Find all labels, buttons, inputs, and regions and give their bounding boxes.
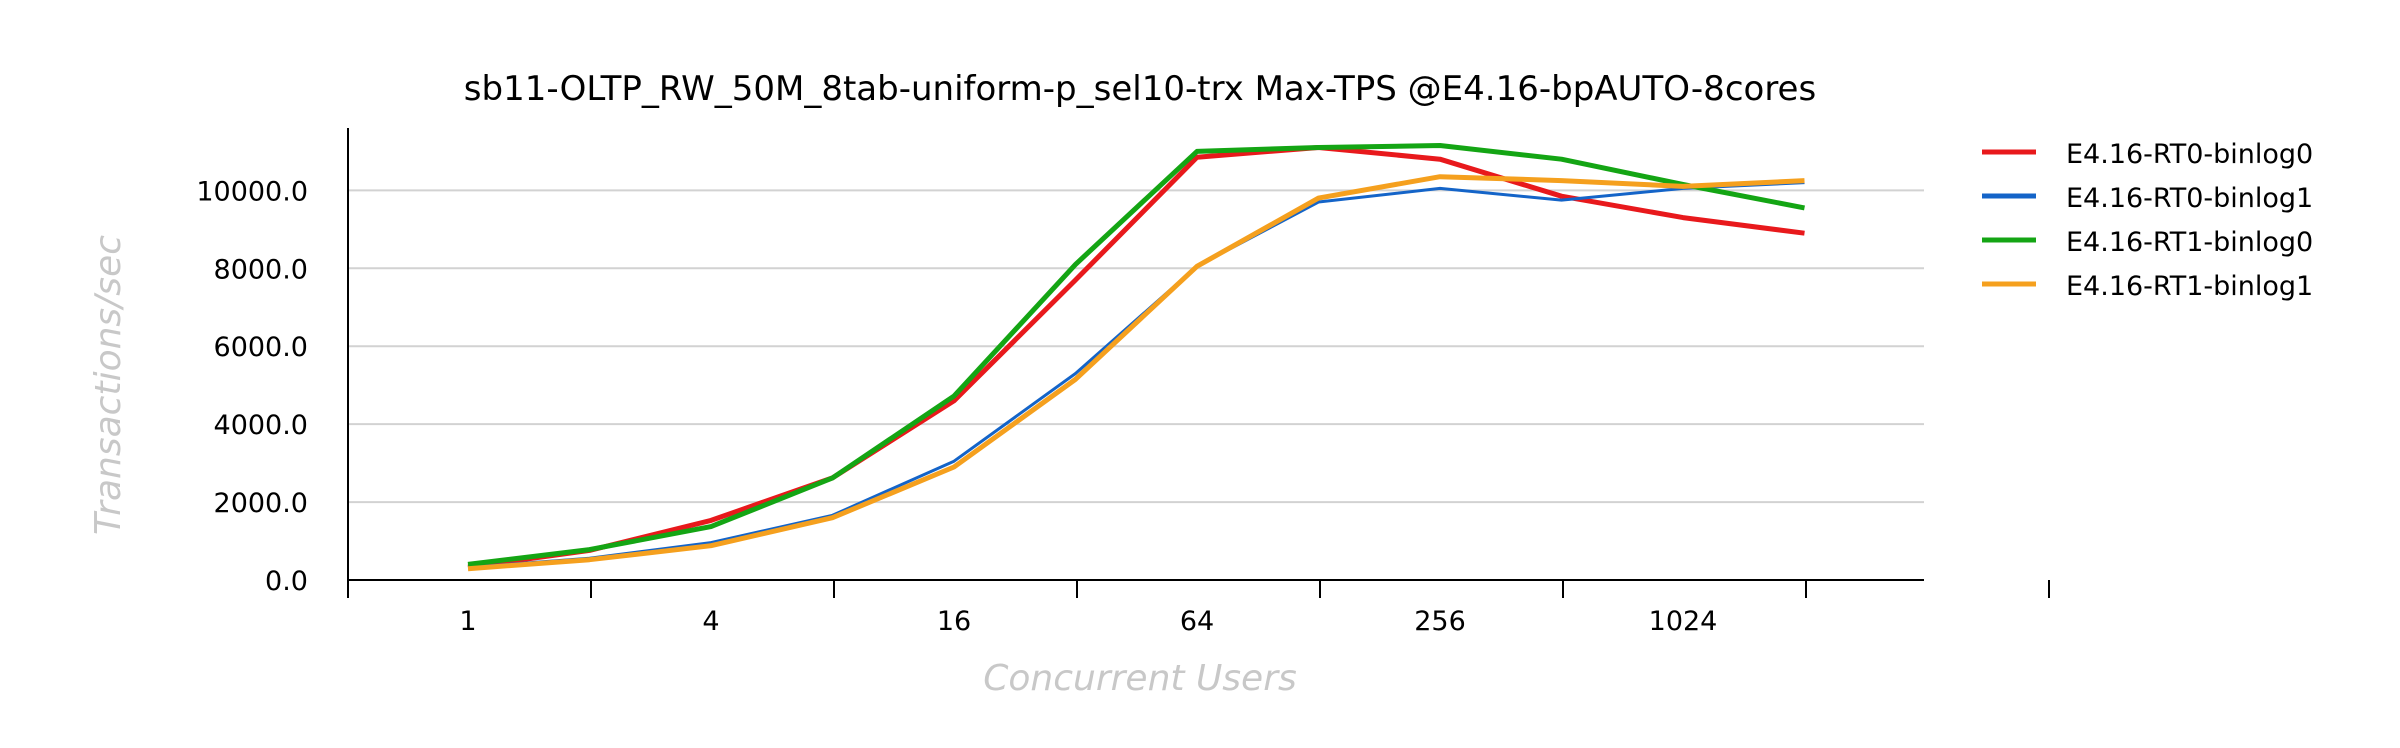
y-tick-label: 6000.0: [214, 332, 308, 363]
gridlines: [348, 189, 1924, 504]
series-line-e4-16-rt0-binlog1: [467, 181, 1805, 569]
x-tick-label: 64: [1180, 606, 1214, 637]
x-tick-label: 4: [702, 606, 719, 637]
y-axis-label: Transactions/sec: [88, 235, 129, 535]
x-tick-label: 1024: [1649, 606, 1718, 637]
legend-label: E4.16-RT1-binlog1: [2066, 271, 2313, 302]
y-tick-label: 2000.0: [214, 488, 308, 519]
y-tick-label: 4000.0: [214, 410, 308, 441]
legend: E4.16-RT0-binlog0 E4.16-RT0-binlog1 E4.16-…: [1982, 139, 2313, 302]
x-tick-label: 1: [459, 606, 476, 637]
series-line-e4-16-rt1-binlog0: [467, 143, 1805, 567]
chart-title: sb11-OLTP_RW_50M_8tab-uniform-p_sel10-tr…: [464, 69, 1816, 109]
y-tick-label: 10000.0: [196, 176, 308, 207]
series-lines: [467, 143, 1805, 572]
x-tick-label: 256: [1414, 606, 1466, 637]
series-line-e4-16-rt0-binlog0: [467, 145, 1805, 570]
y-tick-label: 0.0: [265, 566, 308, 597]
y-axis-ticks: 0.0 2000.0 4000.0 6000.0 8000.0 10000.0: [196, 176, 308, 597]
y-tick-label: 8000.0: [214, 254, 308, 285]
series-line-e4-16-rt1-binlog1: [467, 174, 1805, 572]
x-tick-label: 16: [937, 606, 971, 637]
legend-label: E4.16-RT0-binlog0: [2066, 139, 2313, 170]
x-axis-ticks: 1 4 16 64 256 1024: [347, 580, 2050, 637]
x-axis-label: Concurrent Users: [983, 658, 1297, 699]
legend-label: E4.16-RT0-binlog1: [2066, 183, 2313, 214]
legend-label: E4.16-RT1-binlog0: [2066, 227, 2313, 258]
axes: [347, 128, 1924, 598]
